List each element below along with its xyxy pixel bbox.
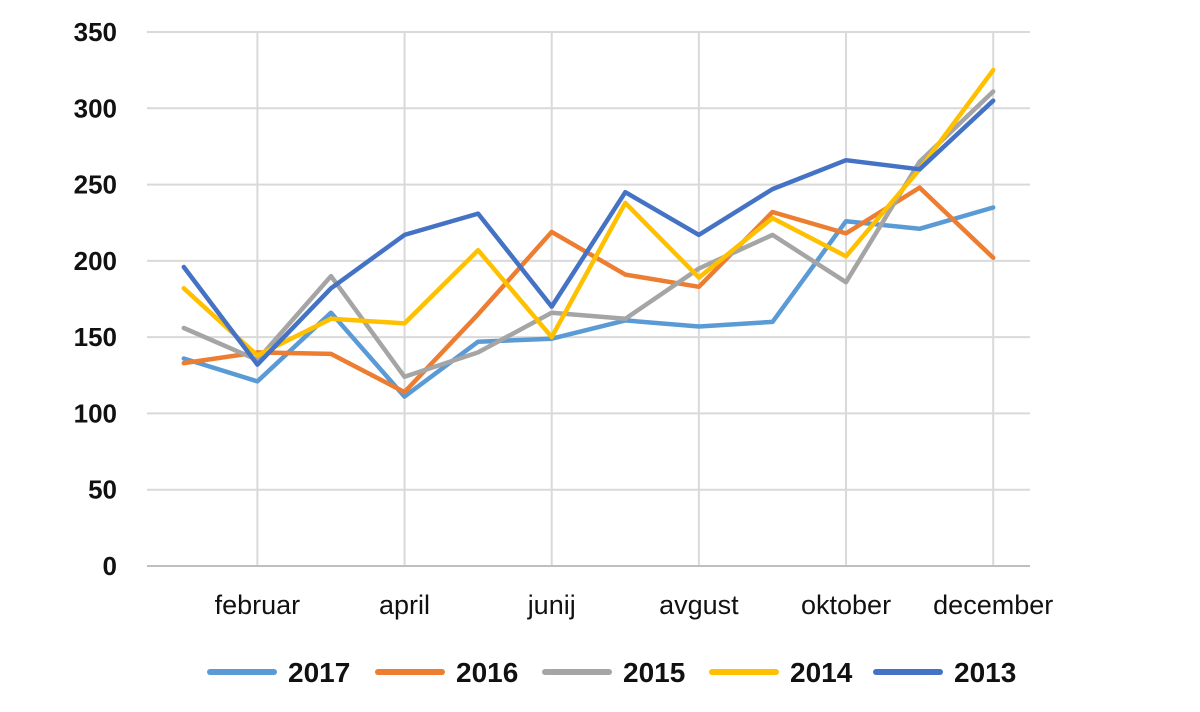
- series-line-2016: [181, 185, 996, 395]
- y-axis-ticks: 0 50 100 150 200 250 300 350: [74, 17, 117, 581]
- y-tick-label: 0: [103, 551, 117, 581]
- legend-label-2015: 2015: [623, 657, 685, 688]
- y-tick-label: 350: [74, 17, 117, 47]
- legend-label-2013: 2013: [954, 657, 1016, 688]
- y-tick-label: 50: [88, 475, 117, 505]
- x-axis-ticks: februar april junij avgust oktober december: [215, 590, 1054, 620]
- legend: 2017 2016 2015 2014 2013: [207, 657, 1016, 688]
- legend-label-2017: 2017: [288, 657, 350, 688]
- series-line-2014: [181, 67, 996, 358]
- x-tick-label: avgust: [659, 590, 739, 620]
- x-tick-label: oktober: [801, 590, 891, 620]
- series-lines: [181, 67, 996, 399]
- y-tick-label: 250: [74, 170, 117, 200]
- y-tick-label: 100: [74, 398, 117, 428]
- y-tick-label: 200: [74, 246, 117, 276]
- x-tick-label: december: [933, 590, 1053, 620]
- series-line-2013: [181, 98, 996, 367]
- y-tick-label: 300: [74, 93, 117, 123]
- series-line-2015: [181, 89, 996, 380]
- legend-label-2014: 2014: [790, 657, 853, 688]
- legend-label-2016: 2016: [456, 657, 518, 688]
- y-tick-label: 150: [74, 322, 117, 352]
- grid: [147, 31, 1030, 567]
- x-tick-label: februar: [215, 590, 301, 620]
- x-tick-label: junij: [527, 590, 576, 620]
- x-tick-label: april: [379, 590, 430, 620]
